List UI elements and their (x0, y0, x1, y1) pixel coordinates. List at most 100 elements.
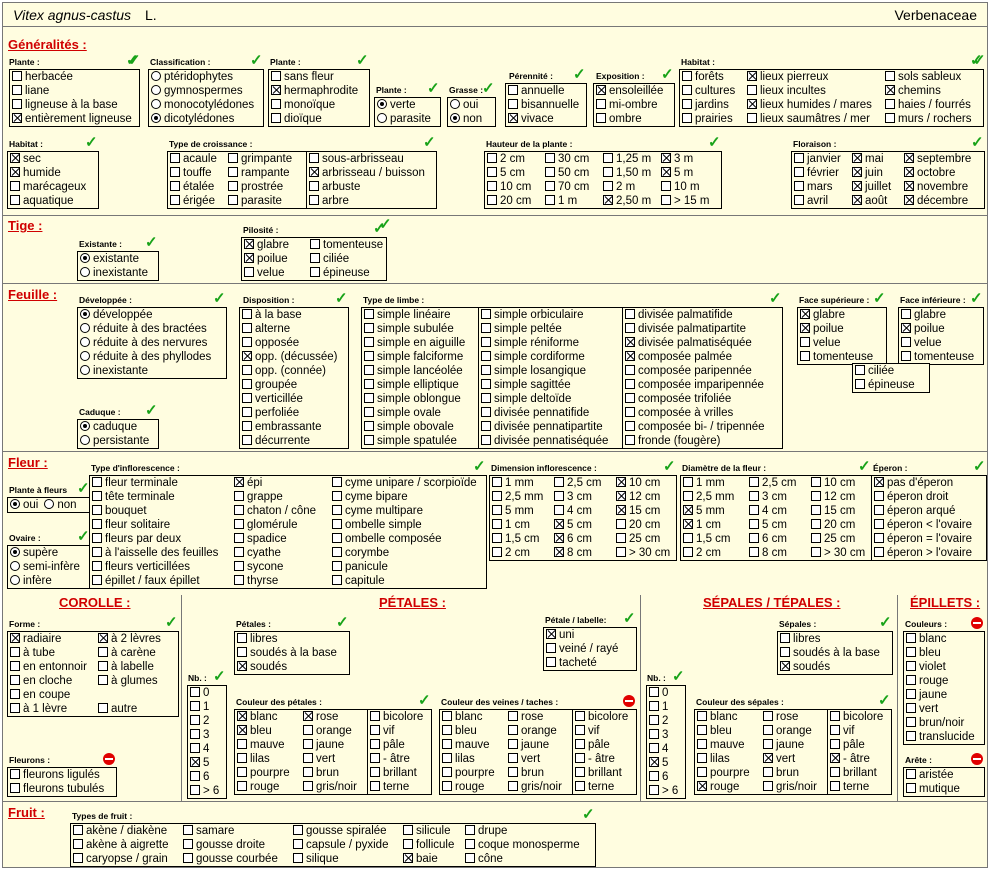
fruit-types-option[interactable]: coque monosperme (463, 838, 595, 852)
checkbox-empty-icon[interactable] (73, 853, 83, 863)
exposition-option[interactable]: mi-ombre (594, 98, 674, 112)
checkbox-empty-icon[interactable] (749, 519, 759, 529)
limbe-option[interactable]: composée paripennée (623, 364, 782, 378)
disposition-option[interactable]: à la base (240, 308, 348, 322)
checkbox-empty-icon[interactable] (697, 753, 707, 763)
pet-nb-option[interactable]: 3 (188, 728, 226, 742)
checkbox-empty-icon[interactable] (442, 725, 452, 735)
fruit-types-option[interactable]: samare (181, 824, 291, 838)
eperon-option[interactable]: pas d'éperon (872, 476, 986, 490)
limbe-option[interactable]: divisée pennatipartite (479, 420, 622, 434)
checkbox-empty-icon[interactable] (830, 767, 840, 777)
inflorescence-option[interactable]: épi (232, 476, 330, 490)
hauteur-option[interactable]: 2 cm (485, 152, 543, 166)
checkbox-empty-icon[interactable] (481, 435, 491, 445)
checkbox-empty-icon[interactable] (403, 825, 413, 835)
plante-type-option[interactable]: herbacée (10, 70, 139, 84)
petale-labelle-option[interactable]: veiné / rayé (544, 642, 636, 656)
checkbox-empty-icon[interactable] (92, 575, 102, 585)
checkbox-empty-icon[interactable] (906, 769, 916, 779)
radio-selected-icon[interactable] (80, 253, 90, 263)
checkbox-empty-icon[interactable] (682, 71, 692, 81)
checkbox-empty-icon[interactable] (616, 519, 626, 529)
pilosite-option[interactable]: épineuse (308, 266, 386, 280)
checkbox-checked-icon[interactable] (98, 633, 108, 643)
checkbox-checked-icon[interactable] (244, 239, 254, 249)
checkbox-checked-icon[interactable] (904, 167, 914, 177)
eperon-option[interactable]: éperon droit (872, 490, 986, 504)
checkbox-empty-icon[interactable] (603, 181, 613, 191)
habitat-1-option[interactable]: jardins (680, 98, 745, 112)
couleur-veines-option[interactable]: rouge (440, 780, 506, 794)
checkbox-empty-icon[interactable] (364, 407, 374, 417)
croissance-option[interactable]: prostrée (226, 180, 306, 194)
croissance-option[interactable]: rampante (226, 166, 306, 180)
dim-inflo-option[interactable]: 8 cm (552, 546, 614, 560)
checkbox-checked-icon[interactable] (554, 547, 564, 557)
inflorescence-option[interactable]: cyme bipare (330, 490, 486, 504)
couleurs-epillets-option[interactable]: bleu (904, 646, 984, 660)
checkbox-empty-icon[interactable] (906, 717, 916, 727)
pet-nb-option[interactable]: 1 (188, 700, 226, 714)
couleurs-epillets-option[interactable]: violet (904, 660, 984, 674)
limbe-option[interactable]: simple falciforme (362, 350, 478, 364)
checkbox-empty-icon[interactable] (906, 661, 916, 671)
face-inf-option[interactable]: poilue (899, 322, 983, 336)
plante-sexe-option[interactable]: monoïque (269, 98, 369, 112)
checkbox-empty-icon[interactable] (546, 643, 556, 653)
couleur-sepales-option[interactable]: - âtre (828, 752, 891, 766)
checkbox-empty-icon[interactable] (575, 753, 585, 763)
checkbox-empty-icon[interactable] (271, 113, 281, 123)
petales-option[interactable]: soudés à la base (235, 646, 349, 660)
radio-selected-icon[interactable] (10, 547, 20, 557)
radio-empty-icon[interactable] (44, 499, 55, 509)
couleur-veines-option[interactable]: jaune (506, 738, 572, 752)
couleur-petales-option[interactable]: vert (301, 752, 367, 766)
checkbox-empty-icon[interactable] (508, 711, 518, 721)
checkbox-empty-icon[interactable] (545, 195, 555, 205)
checkbox-empty-icon[interactable] (885, 113, 895, 123)
limbe-option[interactable]: simple cordiforme (479, 350, 622, 364)
checkbox-empty-icon[interactable] (170, 195, 180, 205)
sepales-option[interactable]: soudés (778, 660, 892, 674)
checkbox-checked-icon[interactable] (616, 477, 626, 487)
couleur-sepales-option[interactable]: vert (761, 752, 827, 766)
checkbox-empty-icon[interactable] (332, 505, 342, 515)
checkbox-checked-icon[interactable] (546, 629, 556, 639)
checkbox-empty-icon[interactable] (442, 753, 452, 763)
checkbox-empty-icon[interactable] (442, 739, 452, 749)
ovaire-option[interactable]: infère (8, 574, 90, 588)
checkbox-empty-icon[interactable] (794, 181, 804, 191)
fruit-types-option[interactable]: drupe (463, 824, 595, 838)
habitat-1-option[interactable]: lieux pierreux (745, 70, 883, 84)
checkbox-empty-icon[interactable] (442, 711, 452, 721)
checkbox-empty-icon[interactable] (554, 505, 564, 515)
limbe-option[interactable]: composée à vrilles (623, 406, 782, 420)
checkbox-empty-icon[interactable] (830, 711, 840, 721)
checkbox-checked-icon[interactable] (554, 519, 564, 529)
couleur-sepales-option[interactable]: bicolore (828, 710, 891, 724)
dim-inflo-option[interactable]: 2,5 cm (552, 476, 614, 490)
couleur-sepales-option[interactable]: vif (828, 724, 891, 738)
checkbox-empty-icon[interactable] (830, 725, 840, 735)
checkbox-empty-icon[interactable] (403, 839, 413, 849)
checkbox-empty-icon[interactable] (310, 267, 320, 277)
checkbox-empty-icon[interactable] (508, 85, 518, 95)
inflorescence-option[interactable]: fleur terminale (90, 476, 232, 490)
inflorescence-option[interactable]: cyme unipare / scorpioïde (330, 476, 486, 490)
couleurs-epillets-option[interactable]: translucide (904, 730, 984, 744)
fleurons-option[interactable]: fleurons ligulés (8, 768, 116, 782)
couleur-veines-option[interactable]: pâle (573, 738, 636, 752)
checkbox-empty-icon[interactable] (625, 393, 635, 403)
couleur-veines-option[interactable]: bleu (440, 724, 506, 738)
disposition-option[interactable]: embrassante (240, 420, 348, 434)
checkbox-empty-icon[interactable] (649, 729, 659, 739)
checkbox-empty-icon[interactable] (92, 505, 102, 515)
checkbox-empty-icon[interactable] (487, 181, 497, 191)
floraison-option[interactable]: mai (850, 152, 902, 166)
checkbox-empty-icon[interactable] (242, 421, 252, 431)
inflorescence-option[interactable]: grappe (232, 490, 330, 504)
plante-sexe-option[interactable]: sans fleur (269, 70, 369, 84)
checkbox-empty-icon[interactable] (481, 309, 491, 319)
plante-couleur-option[interactable]: verte (375, 98, 440, 112)
